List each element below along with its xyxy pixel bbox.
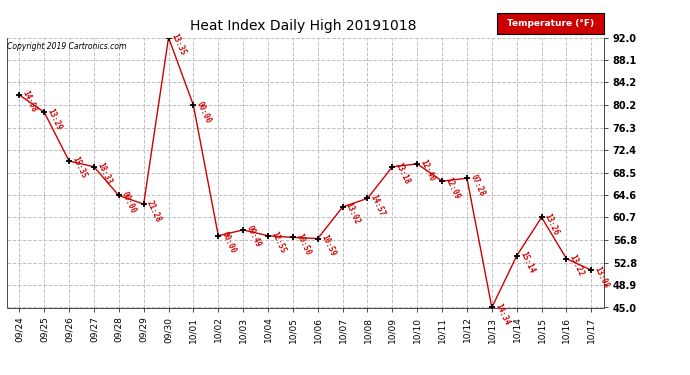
Text: Copyright 2019 Cartronics.com: Copyright 2019 Cartronics.com — [8, 42, 127, 51]
Text: 00:00: 00:00 — [195, 100, 213, 124]
Text: 21:28: 21:28 — [145, 199, 163, 223]
Text: 12:09: 12:09 — [444, 176, 462, 200]
Text: 13:18: 13:18 — [393, 161, 411, 186]
Text: 00:00: 00:00 — [120, 190, 138, 215]
Text: 07:28: 07:28 — [469, 173, 486, 198]
Text: 13:02: 13:02 — [344, 201, 362, 226]
Text: 09:49: 09:49 — [244, 224, 262, 249]
Text: 12:55: 12:55 — [269, 230, 287, 255]
Text: 15:35: 15:35 — [70, 156, 88, 180]
Text: 13:35: 13:35 — [170, 32, 188, 57]
Text: Temperature (°F): Temperature (°F) — [506, 19, 594, 28]
Text: 18:33: 18:33 — [95, 161, 113, 186]
Text: 13:08: 13:08 — [593, 265, 611, 290]
Text: 10:59: 10:59 — [319, 233, 337, 258]
Text: 15:14: 15:14 — [518, 250, 536, 275]
Text: 12:40: 12:40 — [418, 158, 436, 183]
Text: 14:34: 14:34 — [493, 302, 511, 327]
Text: 14:08: 14:08 — [21, 89, 39, 114]
Text: 13:26: 13:26 — [543, 212, 561, 237]
Text: Heat Index Daily High 20191018: Heat Index Daily High 20191018 — [190, 19, 417, 33]
Text: 13:29: 13:29 — [46, 106, 63, 131]
Text: 10:50: 10:50 — [294, 232, 312, 256]
Text: 13:22: 13:22 — [568, 253, 586, 278]
Text: 14:57: 14:57 — [368, 193, 386, 217]
Text: 00:00: 00:00 — [219, 230, 237, 255]
